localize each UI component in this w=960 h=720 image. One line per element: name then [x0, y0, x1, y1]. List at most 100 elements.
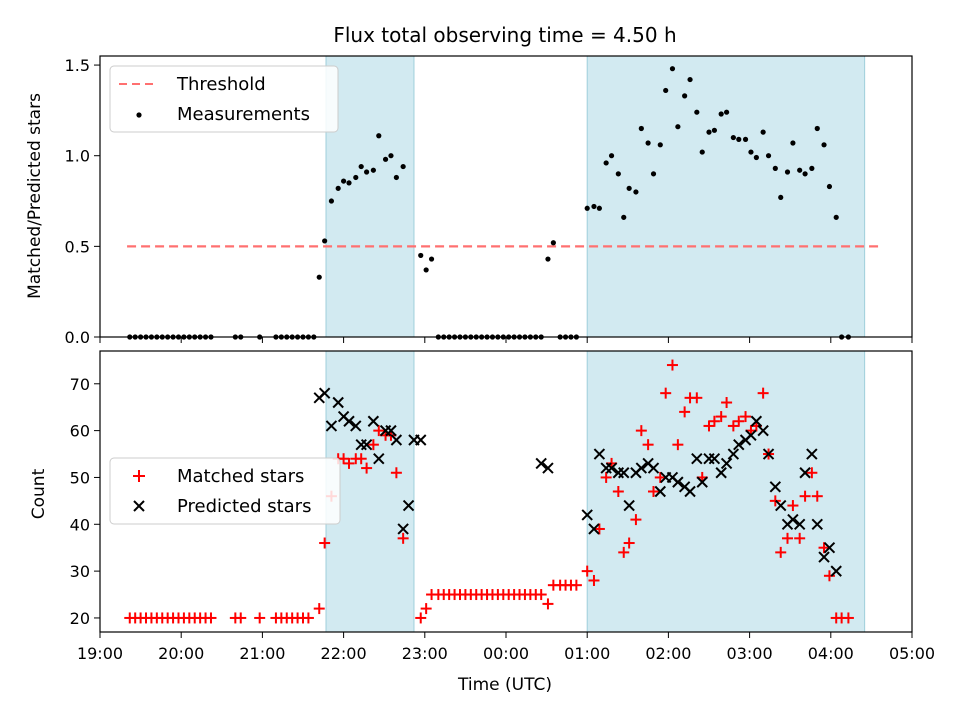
- predicted-point: [373, 453, 385, 465]
- matched-point: [769, 495, 781, 507]
- matched-point: [254, 612, 266, 624]
- measurement-point: [814, 125, 820, 132]
- matched-point: [618, 546, 630, 558]
- matched-point: [721, 397, 733, 409]
- measurement-point: [718, 111, 724, 117]
- y-tick-label: 50: [70, 468, 90, 487]
- measurement-point: [328, 198, 335, 204]
- shaded-window-2: [587, 351, 865, 632]
- matched-point: [612, 486, 624, 497]
- matched-point: [542, 598, 554, 610]
- predicted-point: [535, 457, 547, 470]
- matched-point: [781, 532, 793, 544]
- y-axis-ticks-top: 0.0 0.5 1.0 1.5: [65, 56, 100, 347]
- x-axis-ticks-top: [99, 337, 913, 343]
- ratio-panel: 0.0 0.5 1.0 1.5 Matched/Predicted stars Thr…: [25, 55, 913, 347]
- predicted-point: [318, 387, 331, 399]
- y-tick-label: 0.0: [65, 328, 90, 347]
- predicted-point: [757, 424, 769, 437]
- x-axis-ticks-bottom: 19:00 20:00 21:00 22:00 23:00 00:00 01:00 02:00…: [77, 632, 935, 663]
- predicted-point: [762, 448, 775, 460]
- measurement-point: [364, 169, 370, 175]
- matched-point: [654, 471, 666, 483]
- x-axis-label: Time (UTC): [457, 675, 552, 695]
- matched-legend-swatch: [133, 470, 145, 482]
- measurement-point: [669, 66, 676, 72]
- matched-point: [355, 453, 367, 465]
- legend-top: Threshold Measurements: [109, 65, 339, 133]
- predicted-point: [397, 523, 409, 535]
- predicted-point: [672, 476, 684, 488]
- predicted-legend-label: Predicted stars: [177, 496, 311, 517]
- measurement-point: [596, 205, 602, 211]
- measurement-point: [833, 214, 839, 220]
- matched-point: [319, 537, 331, 549]
- shaded-window-1: [326, 56, 414, 337]
- x-tick-label: 22:00: [321, 644, 367, 663]
- predicted-point: [696, 476, 708, 488]
- measurement-point: [626, 185, 632, 191]
- predicted-point: [811, 518, 823, 530]
- measurement-point: [821, 142, 827, 148]
- measurement-point: [428, 256, 435, 262]
- predicted-point: [708, 453, 721, 465]
- measurement-point: [730, 134, 736, 141]
- x-tick-label: 21:00: [239, 644, 285, 663]
- matched-point: [593, 523, 605, 535]
- measurement-point: [802, 171, 808, 177]
- y-tick-label: 70: [70, 375, 90, 394]
- predicted-point: [830, 565, 842, 577]
- measurement-point: [316, 274, 322, 280]
- predicted-point: [799, 467, 811, 479]
- predicted-point: [605, 462, 618, 474]
- measurement-point: [621, 214, 627, 220]
- shaded-window-2: [587, 56, 865, 337]
- matched-point: [588, 574, 600, 586]
- y-tick-label: 1.5: [65, 56, 90, 75]
- predicted-point: [623, 499, 635, 512]
- measurement-point: [382, 156, 389, 162]
- measurement-point: [784, 169, 791, 175]
- x-tick-label: 19:00: [77, 644, 123, 663]
- measurement-point: [675, 124, 681, 130]
- predicted-point: [635, 462, 648, 474]
- predicted-point: [720, 457, 733, 470]
- legend-frame-bottom: [109, 457, 341, 525]
- predicted-point: [727, 448, 740, 460]
- x-tick-label: 23:00: [402, 644, 448, 663]
- matched-point: [660, 387, 672, 399]
- measurement-point: [694, 109, 700, 115]
- predicted-point: [733, 438, 745, 451]
- matched-point: [715, 411, 727, 423]
- measurement-point: [370, 167, 376, 173]
- measurement-point: [699, 149, 705, 155]
- matched-point: [823, 570, 835, 582]
- measurement-point: [346, 180, 352, 186]
- measurement-point: [608, 153, 615, 159]
- matched-point: [338, 453, 350, 465]
- observing-window-shading: [325, 56, 866, 337]
- x-tick-label: 02:00: [645, 644, 691, 663]
- measurement-point: [335, 185, 341, 191]
- measurement-point: [650, 171, 657, 177]
- predicted-point: [390, 434, 403, 446]
- legend-frame-top: [109, 65, 339, 133]
- predicted-point: [367, 415, 380, 427]
- matched-point: [581, 565, 593, 577]
- matched-point: [666, 359, 678, 371]
- predicted-point: [581, 509, 593, 521]
- predicted-point: [654, 485, 666, 498]
- measurement-point: [591, 203, 597, 210]
- count-panel: 20 30 40 50 60 70 19:00 20:00 21:00 22:00 23:00 00…: [29, 350, 935, 695]
- measurement-point: [341, 178, 347, 184]
- measurement-point: [400, 163, 406, 170]
- matched-point: [390, 467, 402, 479]
- matched-point: [420, 603, 432, 615]
- figure-title: Flux total observing time = 4.50 h: [333, 23, 676, 47]
- measurement-point: [711, 127, 718, 133]
- matched-point: [361, 462, 373, 474]
- predicted-point: [775, 499, 787, 512]
- measurement-point: [753, 154, 759, 161]
- measurement-point: [797, 167, 803, 173]
- matched-point: [806, 467, 818, 479]
